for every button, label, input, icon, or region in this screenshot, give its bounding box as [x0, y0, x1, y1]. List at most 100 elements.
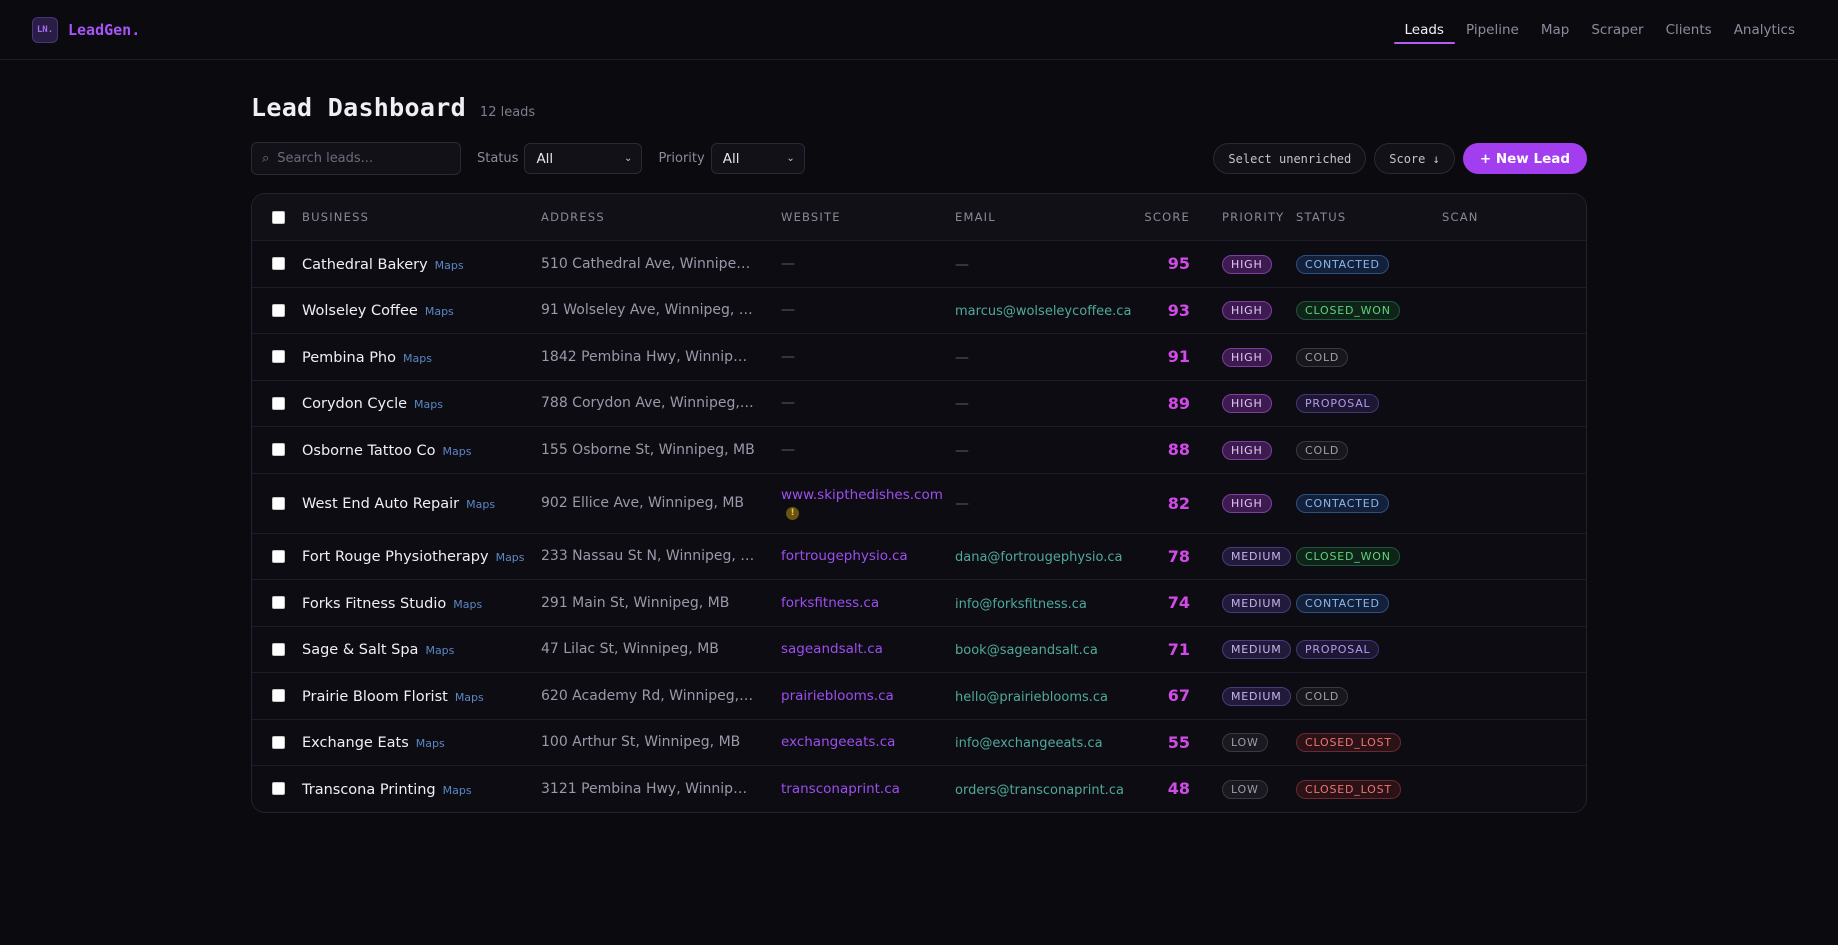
logo-icon[interactable]: LN. [32, 16, 58, 43]
email-link[interactable]: book@sageandsalt.ca [955, 643, 1098, 659]
maps-link[interactable]: Maps [466, 498, 496, 511]
row-checkbox[interactable] [271, 689, 285, 703]
row-checkbox[interactable] [271, 642, 285, 656]
nav-map[interactable]: Map [1540, 21, 1570, 38]
priority-badge: HIGH [1222, 254, 1272, 274]
table-row[interactable]: Sage & Salt Spa Maps 47 Lilac St, Winnipeg… [252, 625, 1586, 673]
search-icon: ⌕ [262, 151, 270, 166]
warning-icon[interactable]: ! [786, 506, 799, 520]
business-name[interactable]: Osborne Tattoo Co [302, 442, 436, 459]
row-checkbox[interactable] [271, 443, 285, 457]
nav-scraper[interactable]: Scraper [1591, 21, 1644, 38]
email-link[interactable]: dana@fortrougephysio.ca [955, 550, 1123, 566]
brand-name[interactable]: LeadGen. [68, 20, 141, 39]
row-checkbox[interactable] [271, 549, 285, 563]
row-checkbox[interactable] [271, 735, 285, 749]
email-link[interactable]: info@exchangeeats.ca [955, 736, 1103, 752]
col-address[interactable]: ADDRESS [541, 210, 605, 224]
select-unenriched-button[interactable]: Select unenriched [1213, 143, 1367, 174]
select-all-checkbox[interactable] [271, 210, 285, 224]
priority-filter-select[interactable]: All ⌄ [710, 143, 805, 174]
table-row[interactable]: Osborne Tattoo Co Maps 155 Osborne St, Win… [252, 426, 1586, 473]
col-email[interactable]: EMAIL [955, 210, 996, 224]
table-row[interactable]: Pembina Pho Maps 1842 Pembina Hwy, Winnipe… [252, 333, 1586, 380]
business-name[interactable]: Sage & Salt Spa [302, 642, 419, 659]
status-badge[interactable]: CLOSED_WON [1296, 547, 1400, 567]
table-row[interactable]: Wolseley Coffee Maps 91 Wolseley Ave, Winn… [252, 286, 1586, 334]
table-row[interactable]: Forks Fitness Studio Maps 291 Main St, Win… [252, 579, 1586, 626]
maps-link[interactable]: Maps [425, 644, 455, 658]
nav-analytics[interactable]: Analytics [1733, 21, 1795, 38]
business-name[interactable]: Forks Fitness Studio [302, 595, 447, 612]
maps-link[interactable]: Maps [442, 783, 472, 797]
business-name[interactable]: West End Auto Repair [302, 496, 460, 512]
status-badge[interactable]: CLOSED_LOST [1296, 733, 1401, 753]
table-row[interactable]: Cathedral Bakery Maps 510 Cathedral Ave, W… [252, 240, 1586, 287]
maps-link[interactable]: Maps [403, 351, 432, 365]
row-checkbox[interactable] [271, 396, 285, 410]
col-score[interactable]: SCORE [1144, 210, 1190, 224]
business-name[interactable]: Transcona Printing [302, 781, 436, 798]
maps-link[interactable]: Maps [415, 737, 445, 751]
maps-link[interactable]: Maps [414, 398, 443, 412]
status-badge[interactable]: CONTACTED [1296, 593, 1389, 613]
status-badge[interactable]: PROPOSAL [1296, 640, 1380, 660]
col-status[interactable]: STATUS [1296, 210, 1347, 224]
row-checkbox[interactable] [271, 257, 285, 271]
business-name[interactable]: Pembina Pho [302, 349, 396, 366]
maps-link[interactable]: Maps [424, 305, 454, 319]
status-badge[interactable]: COLD [1296, 347, 1349, 367]
email-link[interactable]: info@forksfitness.ca [955, 596, 1087, 612]
nav-leads[interactable]: Leads [1393, 0, 1456, 60]
table-row[interactable]: Corydon Cycle Maps 788 Corydon Ave, Winnip… [252, 379, 1586, 427]
table-row[interactable]: Transcona Printing Maps 3121 Pembina Hwy, … [252, 765, 1586, 812]
row-checkbox[interactable] [271, 496, 285, 510]
business-name[interactable]: Exchange Eats [302, 735, 409, 752]
nav-clients[interactable]: Clients [1665, 21, 1712, 38]
status-badge[interactable]: COLD [1296, 440, 1349, 460]
status-badge[interactable]: CLOSED_LOST [1296, 779, 1401, 799]
email-link[interactable]: hello@prairieblooms.ca [955, 689, 1108, 705]
sort-score-button[interactable]: Score ↓ [1374, 143, 1455, 174]
col-business[interactable]: BUSINESS [302, 210, 370, 224]
status-badge[interactable]: PROPOSAL [1296, 394, 1380, 414]
business-name[interactable]: Corydon Cycle [302, 396, 408, 413]
status-filter-select[interactable]: All ⌄ [524, 143, 643, 174]
col-priority[interactable]: PRIORITY [1222, 210, 1285, 224]
email-link[interactable]: marcus@wolseleycoffee.ca [955, 304, 1132, 320]
website-link[interactable]: exchangeeats.ca [781, 734, 896, 751]
email-link[interactable]: orders@transconaprint.ca [955, 782, 1124, 798]
website-link[interactable]: sageandsalt.ca [781, 641, 883, 658]
maps-link[interactable]: Maps [442, 444, 472, 458]
table-row[interactable]: Prairie Bloom Florist Maps 620 Academy Rd,… [252, 672, 1586, 719]
row-checkbox[interactable] [271, 596, 285, 610]
new-lead-button[interactable]: + New Lead [1462, 143, 1587, 174]
col-website[interactable]: WEBSITE [781, 210, 841, 224]
search-input[interactable] [277, 151, 438, 166]
website-link[interactable]: prairieblooms.ca [781, 687, 894, 704]
status-badge[interactable]: COLD [1296, 686, 1349, 706]
maps-link[interactable]: Maps [434, 258, 464, 272]
business-name[interactable]: Prairie Bloom Florist [302, 688, 448, 705]
status-badge[interactable]: CONTACTED [1296, 494, 1389, 513]
nav-pipeline[interactable]: Pipeline [1465, 21, 1519, 38]
business-name[interactable]: Fort Rouge Physiotherapy [302, 549, 489, 566]
maps-link[interactable]: Maps [454, 690, 484, 704]
table-row[interactable]: West End Auto Repair Maps 902 Ellice Ave, … [252, 472, 1586, 533]
status-badge[interactable]: CLOSED_WON [1296, 301, 1400, 321]
business-name[interactable]: Cathedral Bakery [302, 256, 428, 273]
row-checkbox[interactable] [271, 303, 285, 317]
website-link: — [781, 302, 795, 319]
website-link[interactable]: www.skipthedishes.com [781, 486, 943, 503]
table-row[interactable]: Exchange Eats Maps 100 Arthur St, Winnipeg… [252, 718, 1586, 766]
maps-link[interactable]: Maps [495, 551, 525, 565]
website-link[interactable]: transconaprint.ca [781, 780, 900, 797]
maps-link[interactable]: Maps [453, 597, 483, 611]
row-checkbox[interactable] [271, 350, 285, 364]
table-row[interactable]: Fort Rouge Physiotherapy Maps 233 Nassau S… [252, 532, 1586, 580]
status-badge[interactable]: CONTACTED [1296, 254, 1389, 274]
business-name[interactable]: Wolseley Coffee [302, 303, 418, 320]
website-link[interactable]: forksfitness.ca [781, 594, 880, 611]
website-link[interactable]: fortrougephysio.ca [781, 548, 908, 565]
row-checkbox[interactable] [271, 782, 285, 796]
